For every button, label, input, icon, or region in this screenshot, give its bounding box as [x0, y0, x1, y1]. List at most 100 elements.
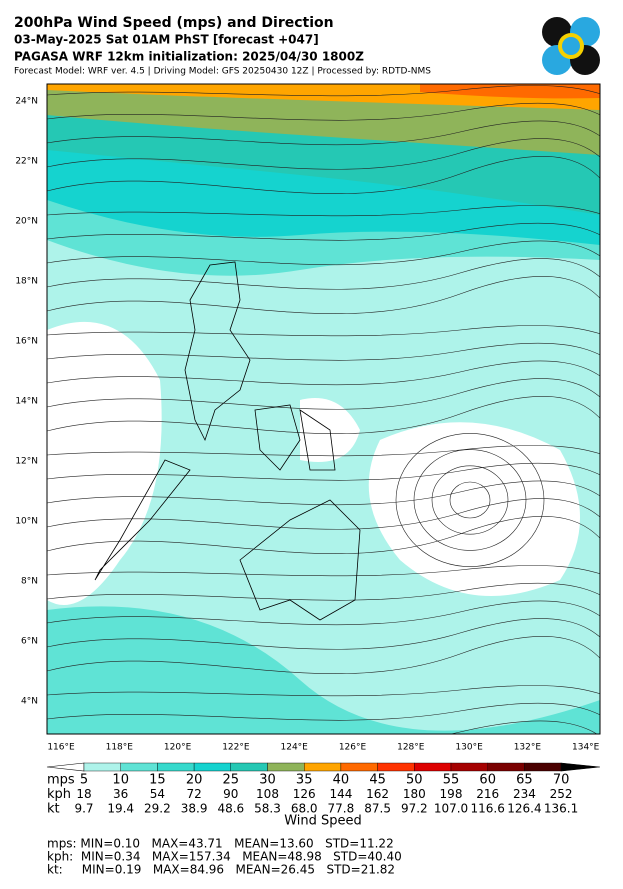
colorbar-segment [340, 762, 378, 772]
colorbar-segment [377, 762, 415, 772]
lon-label: 122°E [222, 743, 250, 753]
lat-label: 4°N [21, 697, 38, 707]
streamline [47, 103, 600, 121]
streamline [47, 275, 600, 314]
streamline [47, 515, 600, 554]
streamline [47, 635, 600, 674]
subtitle: 03-May-2025 Sat 01AM PhST [forecast +047… [14, 33, 319, 47]
colorbar-segment [304, 762, 342, 772]
colorbar-value: 108 [256, 787, 279, 801]
streamline [47, 138, 600, 170]
colorbar-value: 97.2 [401, 802, 428, 816]
colorbar-value: 90 [223, 787, 238, 801]
colorbar-value: 55 [443, 773, 460, 788]
colorbar-value: 87.5 [364, 802, 391, 816]
field [47, 606, 600, 734]
streamline [47, 155, 600, 194]
streamline [47, 445, 600, 457]
colorbar-segment [157, 762, 195, 772]
colorbar-value: 45 [369, 773, 386, 788]
colorbar-value: 18 [76, 787, 91, 801]
streamline [47, 85, 600, 97]
colorbar-segment [267, 762, 305, 772]
colorbar-value: 48.6 [217, 802, 244, 816]
stat-line: mps: MIN=0.10 MAX=43.71 MEAN=13.60 STD=1… [47, 837, 394, 851]
streamline [47, 258, 600, 290]
colorbar-value: 30 [259, 773, 276, 788]
lon-label: 126°E [339, 743, 367, 753]
colorbar-value: 77.8 [328, 802, 355, 816]
colorbar-label: Wind Speed [284, 814, 362, 829]
streamline [47, 325, 600, 337]
lat-label: 24°N [15, 97, 38, 107]
lon-label: 132°E [514, 743, 542, 753]
colorbar-value: 60 [479, 773, 496, 788]
colorbar-value: 19.4 [107, 802, 134, 816]
logo-part [562, 37, 580, 55]
streamline [47, 205, 600, 217]
lat-label: 14°N [15, 397, 38, 407]
colorbar-segment [487, 762, 525, 772]
colorbar-value: 126.4 [507, 802, 541, 816]
lat-label: 18°N [15, 277, 38, 287]
colorbar-segment [524, 762, 562, 772]
colorbar-extend [46, 762, 85, 772]
colorbar-value: 107.0 [434, 802, 468, 816]
colorbar-value: 126 [293, 787, 316, 801]
colorbar-value: 252 [550, 787, 573, 801]
streamline [47, 703, 600, 721]
colorbar-segment [230, 762, 268, 772]
colorbar-value: 116.6 [471, 802, 505, 816]
streamline [47, 618, 600, 650]
stat-line: kph: MIN=0.34 MAX=157.34 MEAN=48.98 STD=… [47, 850, 402, 864]
colorbar-value: 70 [553, 773, 570, 788]
colorbar-value: 144 [329, 787, 352, 801]
coastline [94, 261, 361, 621]
map-frame [46, 83, 601, 735]
field [420, 84, 600, 99]
lon-label: 130°E [455, 743, 483, 753]
colorbar-value: 54 [150, 787, 165, 801]
colorbar-value: 180 [403, 787, 426, 801]
streamline [47, 240, 600, 266]
colorbar-value: 72 [186, 787, 201, 801]
title: 200hPa Wind Speed (mps) and Direction [14, 15, 334, 31]
colorbar-value: 58.3 [254, 802, 281, 816]
lon-label: 128°E [397, 743, 425, 753]
init-time: PAGASA WRF 12km initialization: 2025/04/… [14, 50, 364, 64]
axis-labels: 24°N 22°N 20°N 18°N 16°N 14°N 12°N 10°N 8°N 6°N 4°… [15, 97, 599, 753]
colorbar-value: 198 [440, 787, 463, 801]
streamline [47, 378, 600, 410]
streamline [47, 343, 600, 361]
colorbar-value: 65 [516, 773, 533, 788]
colorbar-value: 68.0 [291, 802, 318, 816]
lon-label: 120°E [164, 743, 192, 753]
lat-label: 10°N [15, 517, 38, 527]
streamline [47, 685, 600, 697]
colorbar-segment [83, 762, 121, 772]
colorbar-value: 20 [186, 773, 203, 788]
unit-label: kph [47, 787, 71, 802]
colorbar-segment [414, 762, 452, 772]
colorbar-value: 36 [113, 787, 128, 801]
colorbar-value: 9.7 [74, 802, 93, 816]
colorbar-value: 50 [406, 773, 423, 788]
colorbar-extend [560, 762, 601, 772]
statistics: mps: MIN=0.10 MAX=43.71 MEAN=13.60 STD=1… [47, 837, 402, 877]
logo [542, 17, 600, 75]
streamline [395, 433, 545, 567]
colorbar-value: 40 [333, 773, 350, 788]
streamline [47, 223, 600, 241]
streamlines [47, 85, 600, 734]
streamline [47, 120, 600, 146]
unit-label: kt [47, 802, 60, 817]
colorbar-value: 162 [366, 787, 389, 801]
colorbar-segment [450, 762, 488, 772]
colorbar-value: 234 [513, 787, 536, 801]
colorbar-value: 25 [223, 773, 240, 788]
colorbar-value: 136.1 [544, 802, 578, 816]
streamline [449, 481, 491, 519]
colorbar-value: 15 [149, 773, 166, 788]
stat-line: kt: MIN=0.19 MAX=84.96 MEAN=26.45 STD=21… [47, 863, 395, 877]
